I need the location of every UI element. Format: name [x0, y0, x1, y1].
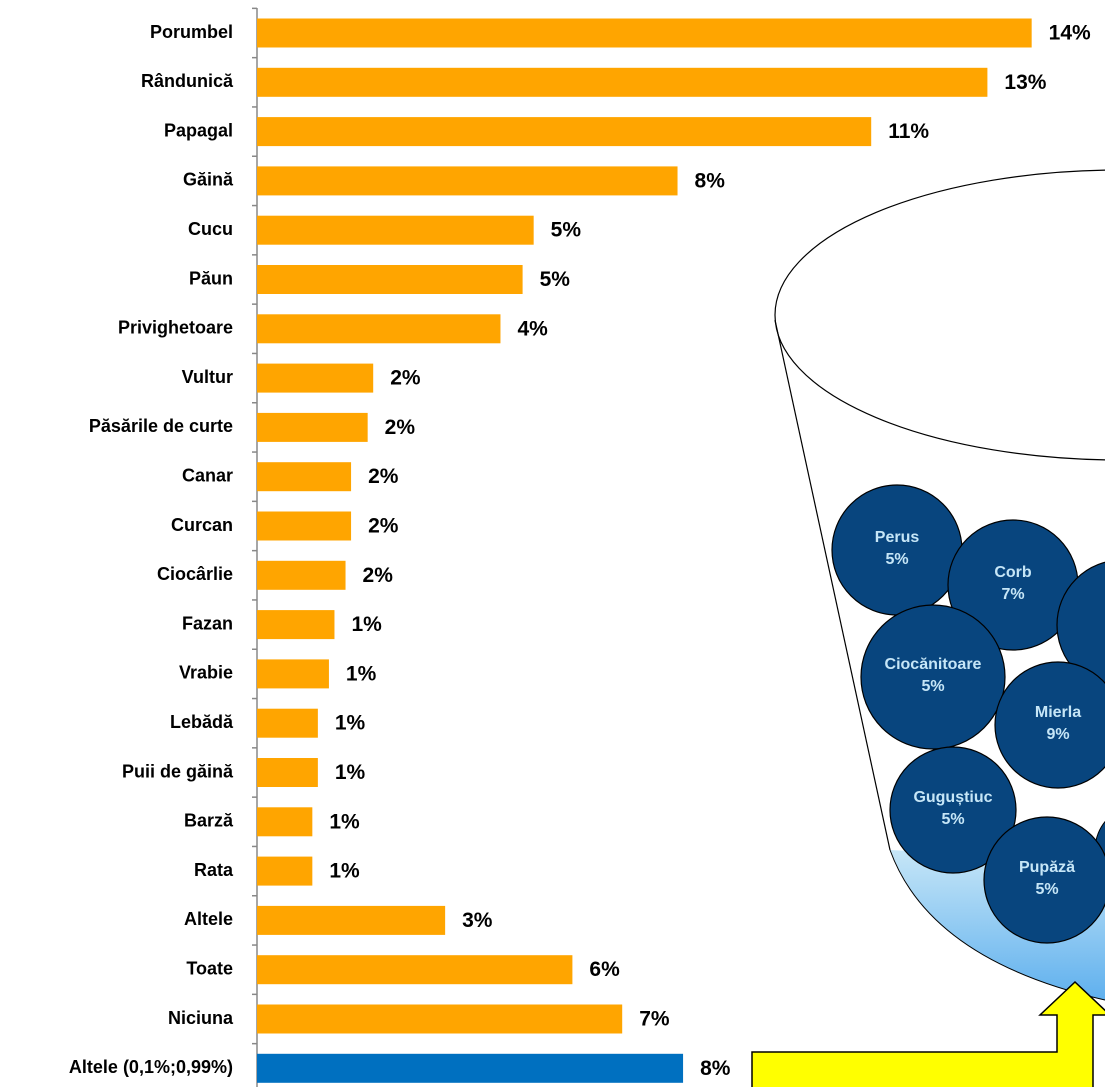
bar [257, 412, 368, 442]
bubble [831, 484, 963, 616]
value-label: 1% [335, 761, 366, 784]
category-label: Păun [189, 268, 233, 288]
value-label: 13% [1004, 71, 1046, 94]
value-label: 5% [551, 219, 582, 242]
bubble-label: Ciocănitoare [885, 656, 982, 673]
value-label: 4% [517, 317, 548, 340]
category-label: Altele [184, 909, 233, 929]
value-label: 11% [888, 120, 929, 143]
bubble [860, 604, 1006, 750]
value-label: 1% [346, 662, 377, 685]
bar [257, 1053, 684, 1083]
category-label: Privighetoare [118, 318, 233, 338]
category-label: Lebădă [170, 712, 234, 732]
bubble [1056, 561, 1105, 689]
category-label: Niciuna [168, 1008, 234, 1028]
value-label: 2% [385, 416, 416, 439]
category-label: Ciocârlie [157, 564, 233, 584]
bubble-label: Guguștiuc [913, 789, 992, 806]
bubble-label: Mierla [1035, 704, 1081, 721]
bubble-value: 9% [1046, 726, 1069, 743]
value-label: 14% [1049, 22, 1091, 45]
bar [257, 905, 446, 935]
bar [257, 955, 573, 985]
bar [257, 659, 329, 689]
bubble-value: 7% [1001, 586, 1024, 603]
bubble [983, 816, 1105, 944]
category-label: Păsările de curte [89, 416, 233, 436]
value-label: 8% [695, 169, 726, 192]
value-label: 6% [589, 958, 620, 981]
category-label: Porumbel [150, 22, 233, 42]
bar [257, 560, 346, 590]
bucket-side [774, 319, 891, 851]
bar [257, 215, 534, 245]
bar [257, 807, 313, 837]
bar [257, 363, 374, 393]
category-label: Altele (0,1%;0,99%) [69, 1057, 233, 1077]
category-label: Papagal [164, 120, 233, 140]
bubble-label: Corb [994, 564, 1032, 581]
bubble-value: 5% [885, 551, 908, 568]
category-label: Vultur [182, 367, 233, 387]
bar [257, 511, 352, 541]
value-label: 1% [335, 712, 366, 735]
value-label: 2% [390, 367, 421, 390]
bubble-label: Pupăză [1019, 859, 1075, 876]
bucket-rim [774, 169, 1105, 461]
bar [257, 314, 501, 344]
bar [257, 856, 313, 886]
category-label: Puii de găină [122, 761, 234, 781]
value-label: 2% [363, 564, 394, 587]
category-label: Barză [184, 811, 234, 831]
value-label: 1% [351, 613, 382, 636]
bar [257, 265, 523, 294]
value-label: 2% [368, 515, 399, 538]
value-label: 7% [639, 1008, 670, 1031]
value-label: 2% [368, 465, 399, 488]
value-label: 5% [540, 268, 571, 291]
arrow [751, 980, 1105, 1087]
bar [257, 708, 318, 738]
category-label: Canar [182, 465, 233, 485]
category-label: Cucu [188, 219, 233, 239]
category-label: Rata [194, 860, 234, 880]
bar [257, 67, 988, 97]
bar [257, 758, 318, 787]
bubble-label: Perus [875, 529, 920, 546]
bubble [889, 746, 1017, 874]
value-label: 3% [462, 909, 493, 932]
category-label: Toate [186, 958, 233, 978]
bubble-value: 5% [1035, 881, 1058, 898]
bubble-value: 5% [921, 678, 944, 695]
value-label: 8% [700, 1057, 731, 1080]
value-label: 1% [329, 810, 360, 833]
bar [257, 117, 872, 147]
category-label: Fazan [182, 613, 233, 633]
bubble [994, 661, 1105, 789]
category-label: Vrabie [179, 663, 233, 683]
bucket-bottom [889, 849, 1105, 1001]
bubble-value: 5% [941, 811, 964, 828]
category-label: Rândunică [141, 71, 234, 91]
value-label: 1% [329, 860, 360, 883]
bar [257, 462, 352, 492]
category-label: Curcan [171, 515, 233, 535]
bar [257, 18, 1032, 48]
bar [257, 166, 678, 196]
category-label: Găină [183, 170, 234, 190]
bar [257, 610, 335, 640]
bar [257, 1004, 623, 1034]
